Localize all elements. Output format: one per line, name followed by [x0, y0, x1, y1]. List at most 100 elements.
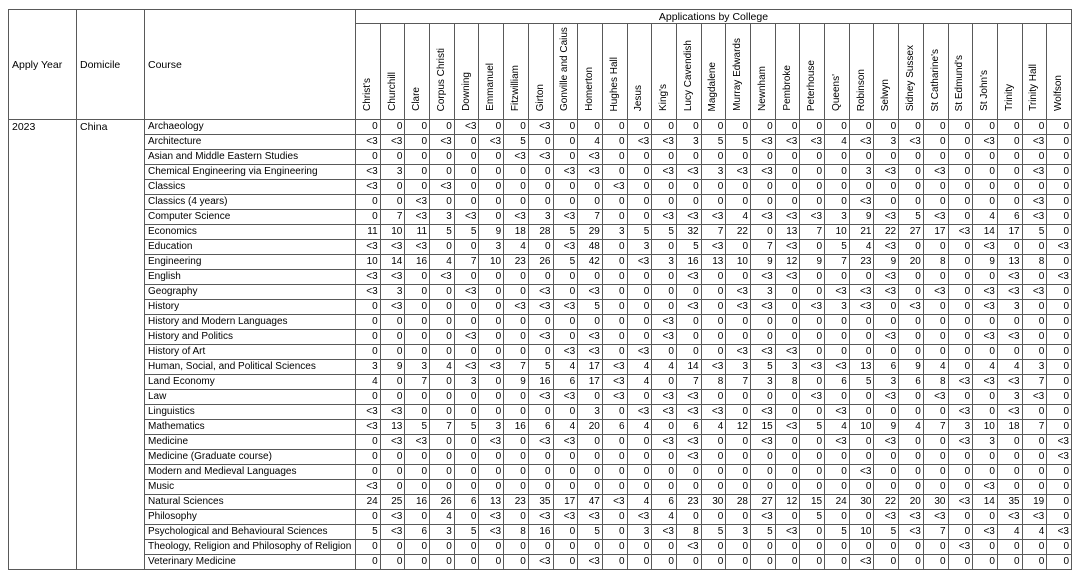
value-cell: <3 [552, 239, 579, 255]
value-cell: <3 [626, 404, 653, 420]
value-cell: 3 [848, 164, 875, 180]
college-header-magdalene: Magdalene [700, 23, 727, 120]
college-header-fitzwilliam: Fitzwilliam [503, 23, 529, 120]
value-cell: 0 [626, 269, 653, 285]
value-cell: 0 [848, 179, 875, 195]
table-row: Veterinary Medicine 0 0 0 0 0 0 0 <3 0 <3 0 0 0 0 0 0 0 0 0… [9, 554, 1072, 570]
value-cell: 0 [700, 329, 727, 345]
value-cell: 0 [626, 299, 653, 315]
value-cell: 0 [527, 269, 554, 285]
value-cell: 6 [527, 419, 554, 435]
value-cell: 0 [577, 539, 603, 555]
value-cell: 0 [1046, 164, 1072, 180]
value-cell: 0 [774, 404, 801, 420]
value-cell: 0 [1046, 464, 1072, 480]
value-cell: <3 [947, 404, 974, 420]
value-cell: 0 [429, 434, 455, 450]
value-cell: 0 [996, 314, 1023, 330]
value-cell: <3 [774, 524, 801, 540]
value-cell: 0 [700, 539, 727, 555]
value-cell: 0 [774, 509, 801, 525]
value-cell: 0 [1046, 209, 1072, 225]
value-cell: 5 [675, 239, 702, 255]
value-cell: 0 [947, 389, 974, 405]
value-cell: 5 [355, 524, 381, 540]
college-name-label: Churchill [386, 72, 398, 111]
value-cell: <3 [700, 239, 727, 255]
value-cell: 0 [601, 524, 628, 540]
value-cell: 0 [429, 449, 455, 465]
value-cell: 0 [453, 464, 480, 480]
value-cell: 0 [972, 149, 998, 165]
value-cell: 5 [552, 254, 579, 270]
value-cell: 0 [1021, 404, 1048, 420]
value-cell: <3 [824, 359, 850, 375]
value-cell: 0 [429, 239, 455, 255]
value-cell: <3 [848, 284, 875, 300]
value-cell: 0 [922, 119, 949, 135]
value-cell: 30 [700, 494, 727, 510]
college-header-robinson: Robinson [848, 23, 875, 120]
value-cell: 3 [577, 404, 603, 420]
value-cell: 0 [601, 239, 628, 255]
value-cell: 16 [404, 494, 431, 510]
value-cell: 24 [355, 494, 381, 510]
value-cell: 0 [453, 269, 480, 285]
value-cell: 0 [453, 404, 480, 420]
college-header-downing: Downing [453, 23, 480, 120]
value-cell: 0 [379, 479, 406, 495]
value-cell: <3 [873, 434, 900, 450]
value-cell: 4 [429, 509, 455, 525]
title-row: Apply Year Domicile Course Applications … [8, 9, 1072, 120]
value-cell: 0 [478, 404, 505, 420]
value-cell: 6 [453, 494, 480, 510]
value-cell: 0 [601, 539, 628, 555]
value-cell: 23 [848, 254, 875, 270]
value-cell: 0 [799, 464, 826, 480]
value-cell: 0 [651, 374, 677, 390]
value-cell: 0 [725, 149, 751, 165]
value-cell: 23 [503, 254, 529, 270]
value-cell: 5 [898, 209, 924, 225]
value-cell: 0 [651, 119, 677, 135]
value-cell: 0 [898, 194, 924, 210]
value-cell: 0 [626, 164, 653, 180]
value-cell: 0 [700, 554, 727, 570]
value-cell: 0 [503, 269, 529, 285]
value-cell: 0 [503, 554, 529, 570]
value-cell: <3 [848, 464, 875, 480]
value-cell: 0 [675, 284, 702, 300]
value-cell: 4 [824, 419, 850, 435]
table-row: Asian and Middle Eastern Studies 0 0 0 0 0 0 <3… [9, 149, 1072, 165]
value-cell: 0 [1021, 314, 1048, 330]
value-cell: 0 [947, 479, 974, 495]
value-cell: 0 [601, 434, 628, 450]
value-cell: 0 [675, 119, 702, 135]
value-cell: 0 [774, 194, 801, 210]
value-cell: 0 [947, 254, 974, 270]
value-cell: 0 [725, 554, 751, 570]
value-cell: 3 [626, 239, 653, 255]
value-cell: 0 [947, 314, 974, 330]
value-cell: 7 [404, 374, 431, 390]
value-cell: 0 [799, 374, 826, 390]
value-cell: 0 [478, 539, 505, 555]
value-cell: 16 [404, 254, 431, 270]
value-cell: 28 [527, 224, 554, 240]
value-cell: <3 [774, 239, 801, 255]
value-cell: <3 [577, 344, 603, 360]
value-cell: 0 [972, 464, 998, 480]
course-cell-psychological-and-behavioural-sciences: Psychological and Behavioural Sciences [144, 524, 356, 540]
value-cell: <3 [972, 284, 998, 300]
value-cell: <3 [947, 494, 974, 510]
value-cell: 0 [601, 509, 628, 525]
value-cell: 0 [527, 344, 554, 360]
value-cell: 0 [453, 509, 480, 525]
value-cell: 0 [824, 539, 850, 555]
value-cell: 32 [675, 224, 702, 240]
value-cell: 7 [799, 224, 826, 240]
value-cell: 5 [453, 224, 480, 240]
value-cell: 0 [1046, 389, 1072, 405]
value-cell: 4 [626, 494, 653, 510]
value-cell: <3 [478, 509, 505, 525]
